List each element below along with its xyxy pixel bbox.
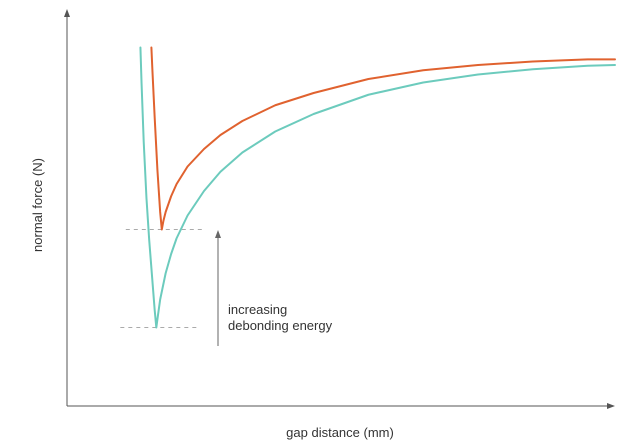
y-axis-label: normal force (N) <box>30 158 45 252</box>
x-axis-label: gap distance (mm) <box>286 425 394 440</box>
annotation-text-line-1: increasing <box>228 302 287 317</box>
reference-guides <box>120 229 202 328</box>
series-layer <box>139 46 616 329</box>
annotation-text-line-2: debonding energy <box>228 318 333 333</box>
debonding-annotation: increasing debonding energy <box>215 230 333 346</box>
axes <box>64 9 615 409</box>
series-line-2 <box>139 46 616 329</box>
annotation-arrow-head <box>215 230 221 238</box>
series-line-1 <box>150 46 616 231</box>
x-axis-arrowhead <box>607 403 615 409</box>
y-axis-arrowhead <box>64 9 70 17</box>
